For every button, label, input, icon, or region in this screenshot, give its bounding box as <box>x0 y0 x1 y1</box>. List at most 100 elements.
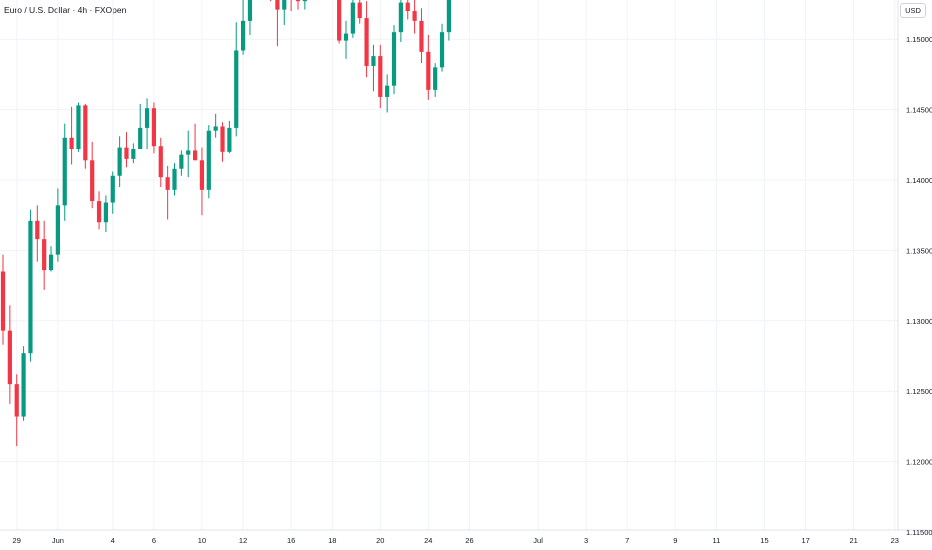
candle-body <box>426 51 431 90</box>
candle-down <box>192 123 198 161</box>
candle-up <box>391 25 397 95</box>
candle-down <box>270 0 272 2</box>
candle-body <box>35 220 40 240</box>
candles-layer <box>0 0 451 447</box>
chart-title: Euro / U.S. Dollar · 4h · FXOpen <box>4 5 127 15</box>
candle-body <box>234 50 239 128</box>
time-tick-label: 9 <box>673 536 677 545</box>
price-axis[interactable]: 1.185001.180001.175001.170001.165001.160… <box>906 0 932 537</box>
candle-body <box>192 150 198 161</box>
candle-down <box>151 102 157 154</box>
time-axis[interactable]: 29Jun4610121618202426Jul3791115172123252… <box>13 536 932 545</box>
time-tick-label: 16 <box>287 536 295 545</box>
candle-body <box>62 137 67 206</box>
candle-body <box>179 154 184 169</box>
candle-up <box>76 102 81 152</box>
price-tick-label: 1.14500 <box>906 106 932 115</box>
grid-layer <box>0 0 898 530</box>
candle-body <box>419 20 424 52</box>
candle-up <box>227 120 232 154</box>
time-tick-label: 21 <box>849 536 857 545</box>
price-tick-label: 1.12500 <box>906 387 932 396</box>
candle-body <box>371 56 376 66</box>
candle-body <box>364 18 369 66</box>
candle-body <box>378 56 383 97</box>
candle-body <box>206 130 211 190</box>
time-tick-label: 17 <box>801 536 809 545</box>
candle-body <box>103 202 108 223</box>
price-tick-label: 1.14000 <box>906 176 932 185</box>
candle-body <box>247 0 253 21</box>
candle-body <box>282 0 287 10</box>
candle-up <box>48 246 54 272</box>
time-tick-label: 10 <box>198 536 206 545</box>
time-tick-label: 6 <box>152 536 156 545</box>
candle-body <box>138 127 143 150</box>
candle-body <box>69 137 74 150</box>
candle-down <box>426 34 431 100</box>
candle-body <box>55 205 60 255</box>
price-tick-label: 1.12000 <box>906 458 932 467</box>
time-tick-label: 18 <box>328 536 336 545</box>
candle-down <box>90 141 95 209</box>
candle-body <box>131 149 136 159</box>
candle-up <box>138 103 143 150</box>
time-tick-label: 26 <box>465 536 473 545</box>
candle-body <box>295 0 301 2</box>
candle-body <box>96 201 102 223</box>
candle-body <box>76 105 81 150</box>
candle-down <box>83 103 88 169</box>
candle-up <box>241 0 246 55</box>
candle-body <box>398 2 403 33</box>
candle-body <box>14 384 19 417</box>
time-tick-label: 29 <box>13 536 21 545</box>
candle-body <box>405 2 410 12</box>
candle-down <box>220 122 225 162</box>
candle-body <box>241 20 246 51</box>
candle-body <box>412 11 417 21</box>
candle-body <box>42 239 47 271</box>
candle-up <box>117 136 122 188</box>
candle-down <box>357 0 362 24</box>
candle-up <box>282 0 287 26</box>
candle-body <box>172 168 177 190</box>
candle-down <box>405 0 410 20</box>
candle-down <box>364 1 369 78</box>
candle-body <box>165 177 170 190</box>
candle-body <box>446 0 451 33</box>
candle-down <box>378 44 383 109</box>
candle-body <box>350 2 355 34</box>
candle-body <box>337 0 342 41</box>
candle-up <box>350 0 355 38</box>
candle-up <box>103 195 108 233</box>
time-tick-label: 23 <box>891 536 899 545</box>
candle-up <box>398 0 403 43</box>
time-tick-label: 20 <box>376 536 384 545</box>
candle-down <box>0 254 6 345</box>
candle-up <box>110 171 115 214</box>
candle-body <box>158 146 163 178</box>
candle-body <box>213 126 218 131</box>
candle-down <box>337 0 342 44</box>
candle-down <box>69 106 74 165</box>
candle-up <box>385 74 390 113</box>
candle-body <box>433 67 438 90</box>
candle-body <box>117 147 122 176</box>
time-tick-label: 4 <box>111 536 115 545</box>
time-tick-label: 15 <box>760 536 768 545</box>
candle-down <box>35 205 40 262</box>
candle-down <box>165 165 170 220</box>
candle-body <box>110 175 115 203</box>
currency-button[interactable]: USD <box>900 3 926 18</box>
candle-body <box>83 105 88 161</box>
candle-up <box>343 20 349 59</box>
time-tick-label: 3 <box>584 536 588 545</box>
candle-up <box>21 346 26 421</box>
candle-body <box>124 147 129 159</box>
candle-body <box>275 0 280 10</box>
time-tick-label: Jul <box>533 536 543 545</box>
candle-down <box>290 0 292 12</box>
time-tick-label: Jun <box>52 536 64 545</box>
candle-body <box>151 108 157 147</box>
